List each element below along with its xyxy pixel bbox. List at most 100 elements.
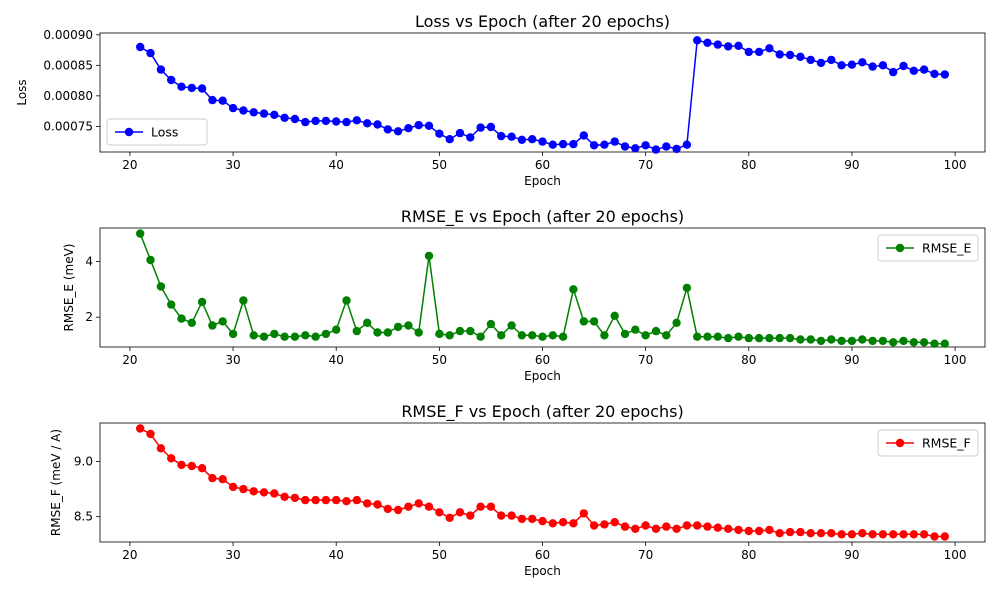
data-point (218, 475, 227, 484)
data-point (610, 137, 619, 146)
data-point (517, 135, 527, 144)
data-point (548, 519, 557, 528)
data-point (352, 495, 361, 505)
data-point (404, 502, 413, 511)
x-tick-label: 50 (432, 353, 447, 367)
data-point (497, 131, 506, 141)
data-point (909, 66, 918, 76)
data-point (641, 331, 650, 340)
data-point (579, 509, 588, 518)
data-point (569, 519, 578, 528)
data-point (249, 108, 258, 117)
y-axis-label: Loss (15, 79, 29, 105)
plot-frame (99, 227, 986, 348)
data-point (662, 142, 671, 151)
data-point (682, 140, 692, 149)
data-point (476, 502, 485, 511)
data-point (528, 331, 537, 340)
data-point (631, 325, 640, 334)
data-point (507, 132, 516, 141)
data-point (899, 61, 908, 71)
data-point (682, 521, 692, 530)
data-point (280, 332, 289, 341)
data-point (868, 530, 877, 539)
data-point (589, 317, 599, 326)
data-point (435, 329, 444, 339)
data-point (321, 329, 331, 339)
data-point (352, 326, 361, 336)
data-point (868, 62, 877, 71)
data-point (352, 116, 361, 125)
x-tick-label: 50 (432, 158, 447, 172)
data-point (816, 336, 826, 346)
data-point (228, 329, 238, 339)
data-point (280, 113, 289, 123)
data-point (930, 339, 939, 348)
data-point (775, 333, 784, 343)
data-point (507, 321, 516, 330)
data-point (837, 61, 846, 70)
data-point (301, 117, 310, 127)
data-point (713, 523, 722, 532)
data-point (146, 255, 155, 265)
data-point (600, 520, 609, 529)
x-tick-label: 30 (225, 548, 240, 562)
x-tick-label: 70 (638, 548, 653, 562)
x-tick-label: 50 (432, 548, 447, 562)
data-point (878, 336, 888, 346)
data-point (187, 318, 196, 327)
data-point (620, 522, 630, 531)
data-point (796, 335, 805, 344)
legend-label: Loss (151, 125, 178, 140)
data-point (259, 488, 269, 497)
data-point (311, 495, 320, 505)
data-point (259, 109, 269, 118)
y-tick-label: 2 (85, 310, 93, 324)
data-point (249, 331, 258, 340)
data-point (693, 36, 702, 45)
data-point (342, 296, 351, 305)
data-point (414, 120, 423, 130)
legend: Loss (106, 118, 208, 146)
data-point (136, 42, 145, 52)
data-point (136, 229, 145, 238)
data-point (641, 141, 650, 150)
data-point (424, 251, 434, 261)
x-tick-label: 40 (329, 548, 344, 562)
data-point (177, 314, 186, 323)
data-point (373, 328, 382, 337)
data-point (878, 61, 888, 70)
data-point (620, 142, 630, 151)
data-point (754, 47, 764, 57)
data-point (940, 339, 949, 348)
data-point (940, 532, 949, 541)
data-point (899, 530, 908, 539)
data-point (589, 521, 599, 530)
data-point (765, 44, 774, 53)
y-tick-label: 8.5 (74, 510, 93, 524)
data-point (455, 128, 465, 138)
plot-frame (99, 32, 986, 153)
data-point (332, 117, 341, 126)
data-point (889, 530, 898, 539)
data-point (373, 500, 382, 509)
data-point (847, 530, 857, 539)
data-point (589, 141, 599, 150)
data-point (693, 521, 702, 530)
data-point (528, 514, 537, 524)
data-point (383, 328, 392, 337)
data-point (404, 321, 413, 330)
y-tick-label: 4 (85, 254, 93, 268)
data-point (187, 461, 196, 471)
x-tick-label: 90 (844, 353, 859, 367)
data-point (713, 40, 722, 49)
x-tick-label: 100 (944, 548, 967, 562)
data-point (785, 333, 795, 343)
data-point (909, 530, 918, 539)
data-point (538, 332, 547, 341)
data-point (734, 332, 743, 341)
data-point (662, 331, 671, 340)
data-point (197, 84, 207, 93)
data-point (672, 524, 681, 533)
data-point (321, 116, 331, 126)
